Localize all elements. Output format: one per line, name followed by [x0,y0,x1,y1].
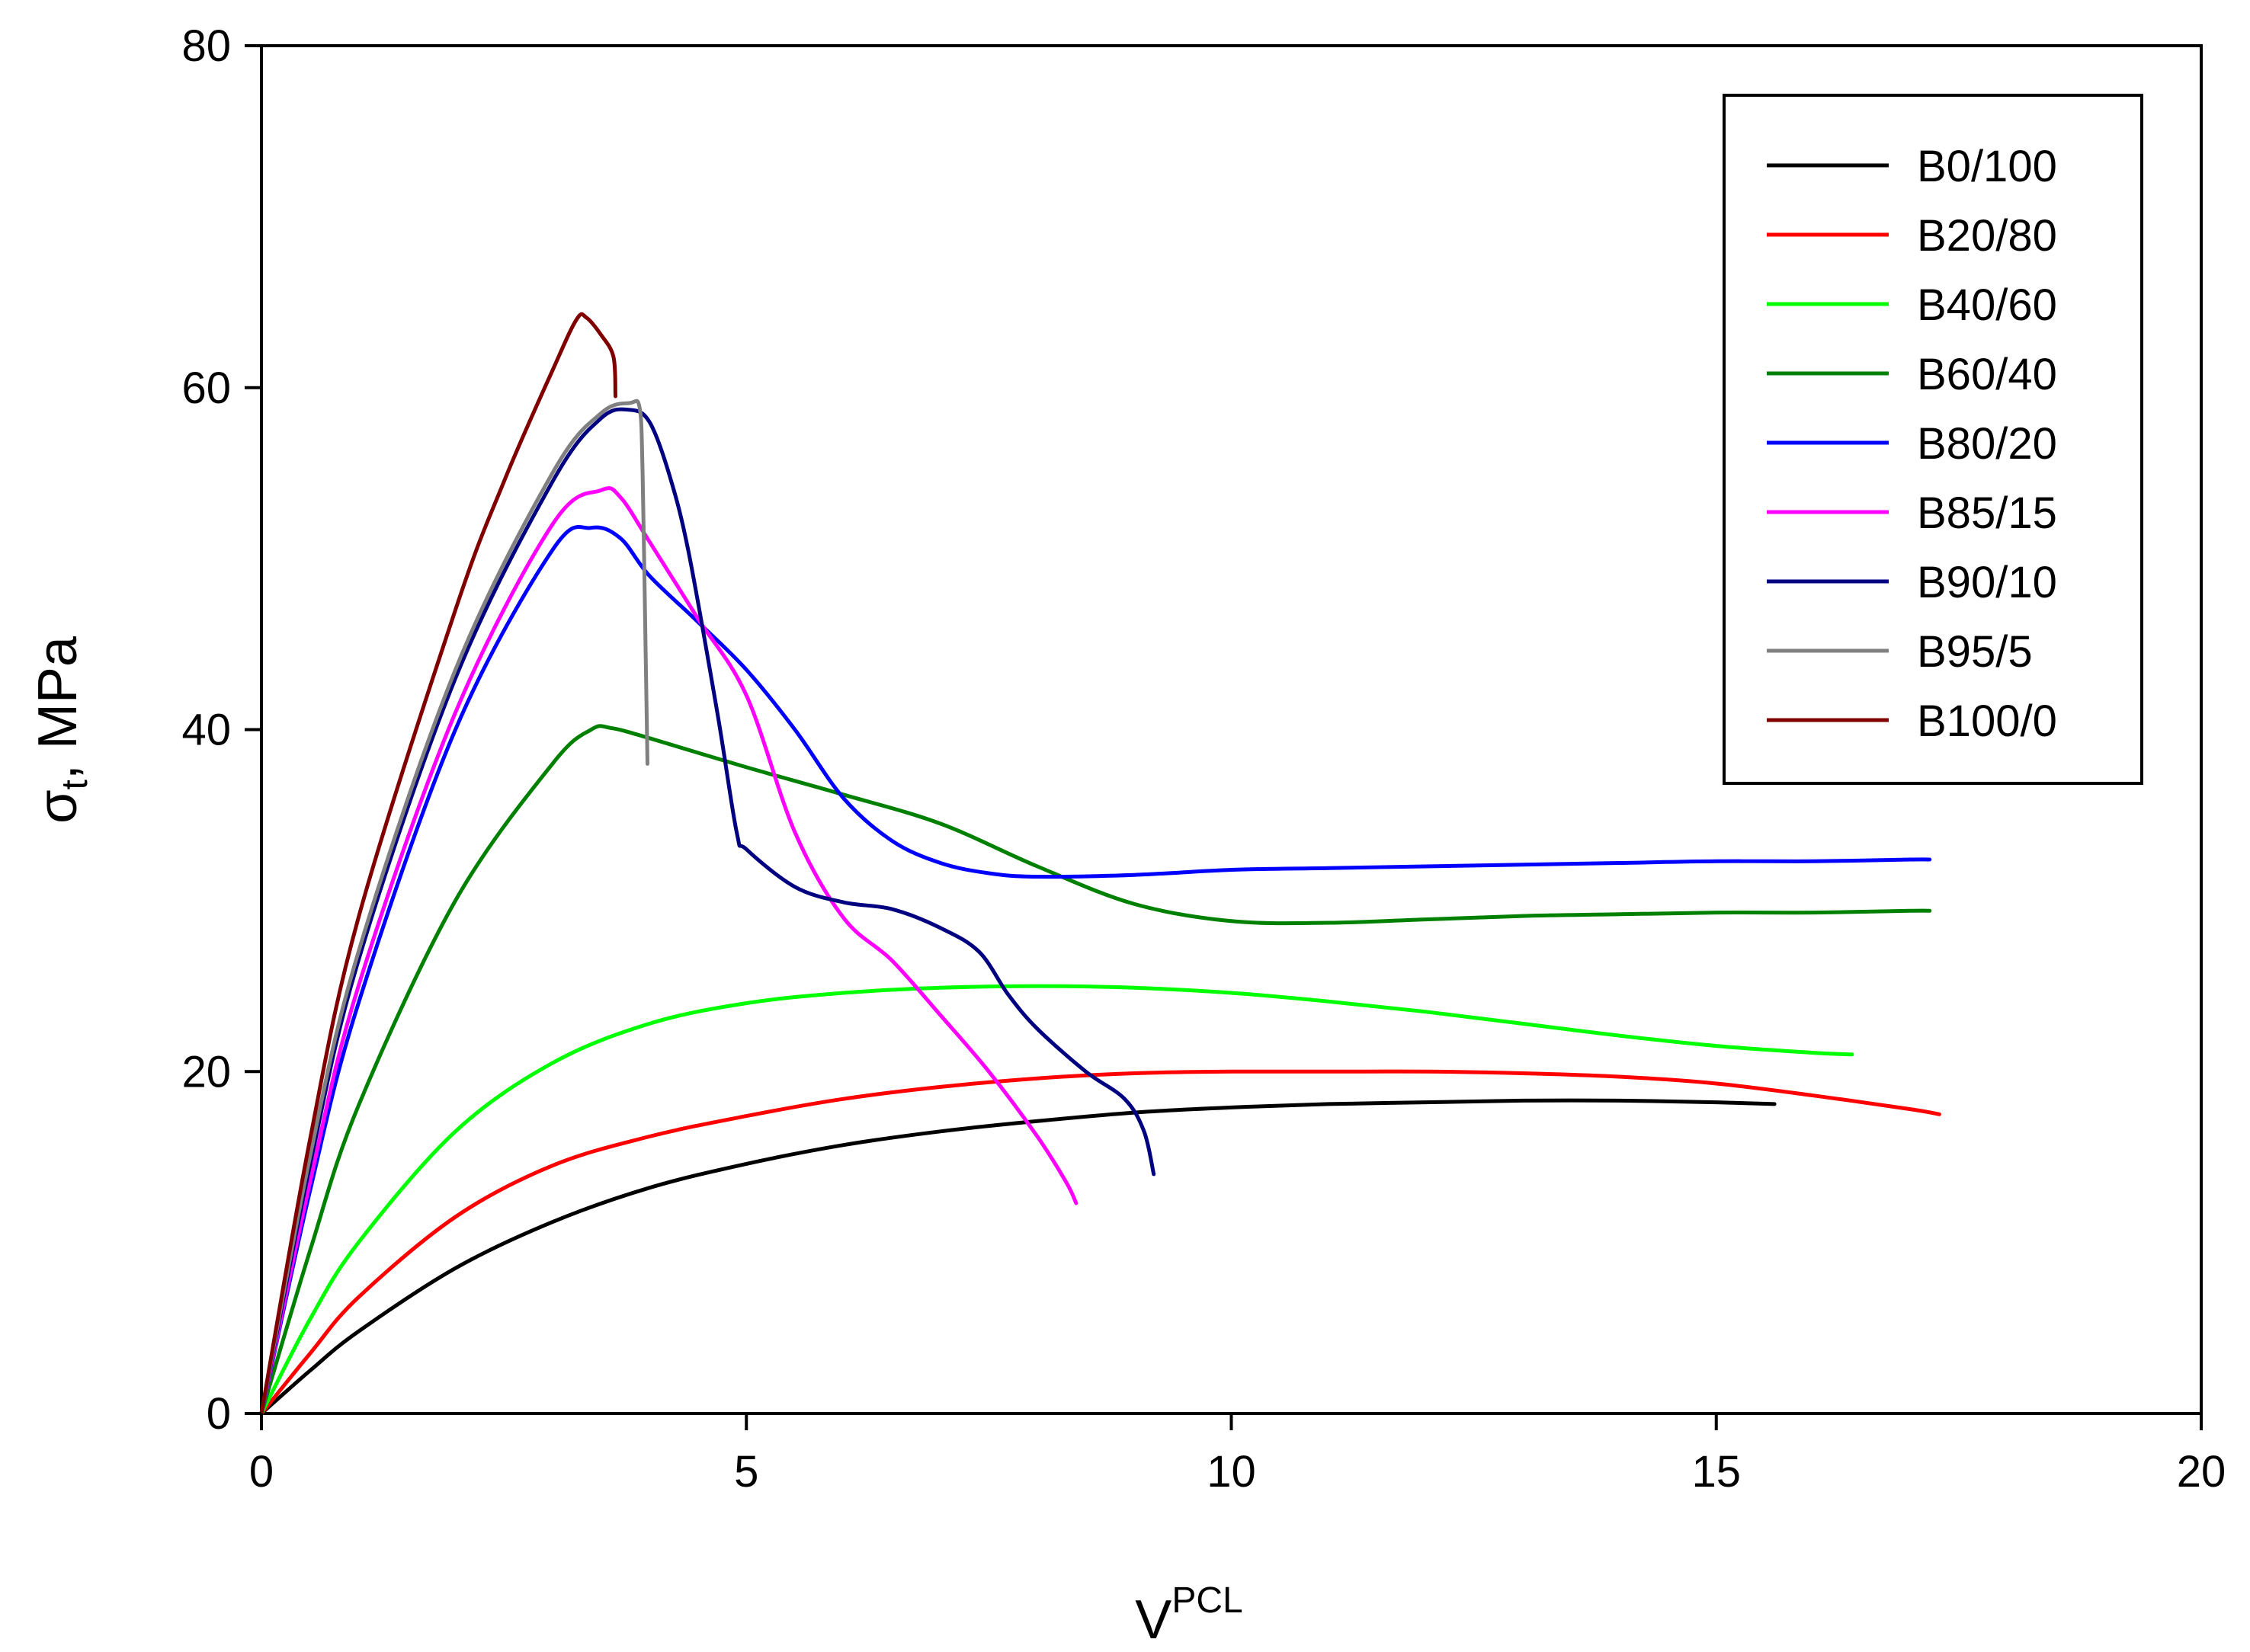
x-tick-label: 20 [2177,1447,2226,1497]
legend-label-b85-15: B85/15 [1917,488,2057,538]
series-line-b80-20 [259,524,1932,1416]
series-line-b85-15 [259,486,1079,1416]
y-axis: 0 20 40 60 80 [181,21,261,1439]
series-line-b100-0 [259,312,617,1416]
y-tick-label: 20 [181,1047,231,1097]
y-tick-label: 60 [181,363,231,413]
legend: B0/100 B20/80 B40/60 B60/40 B80/20 B85/15 B90/… [1723,94,2143,785]
series-layer [259,312,1941,1416]
legend-box [1723,94,2143,785]
series-line-b0-100 [259,1098,1777,1416]
x-tick-label: 15 [1691,1447,1741,1497]
legend-label-b20-80: B20/80 [1917,211,2057,261]
legend-label-b40-60: B40/60 [1917,280,2057,330]
legend-label-b95-5: B95/5 [1917,627,2033,677]
x-axis-title: VPCL [1135,1580,1242,1650]
x-tick-label: 10 [1207,1447,1256,1497]
legend-label-b80-20: B80/20 [1917,419,2057,469]
series-line-b60-40 [259,724,1932,1416]
y-axis-title: σt, MPa [27,636,95,824]
y-tick-label: 40 [181,706,231,755]
series-line-b40-60 [259,984,1854,1416]
x-tick-label: 0 [249,1447,274,1497]
series-line-b95-5 [259,399,649,1416]
x-axis: 0 5 10 15 20 [249,1413,2226,1497]
y-tick-label: 0 [207,1389,231,1439]
legend-label-b0-100: B0/100 [1917,142,2057,191]
legend-label-b90-10: B90/10 [1917,558,2057,607]
y-tick-label: 80 [181,21,231,71]
series-line-b90-10 [259,407,1156,1416]
legend-label-b100-0: B100/0 [1917,696,2057,746]
x-tick-label: 5 [734,1447,758,1497]
series-line-b20-80 [259,1069,1941,1416]
legend-label-b60-40: B60/40 [1917,350,2057,399]
